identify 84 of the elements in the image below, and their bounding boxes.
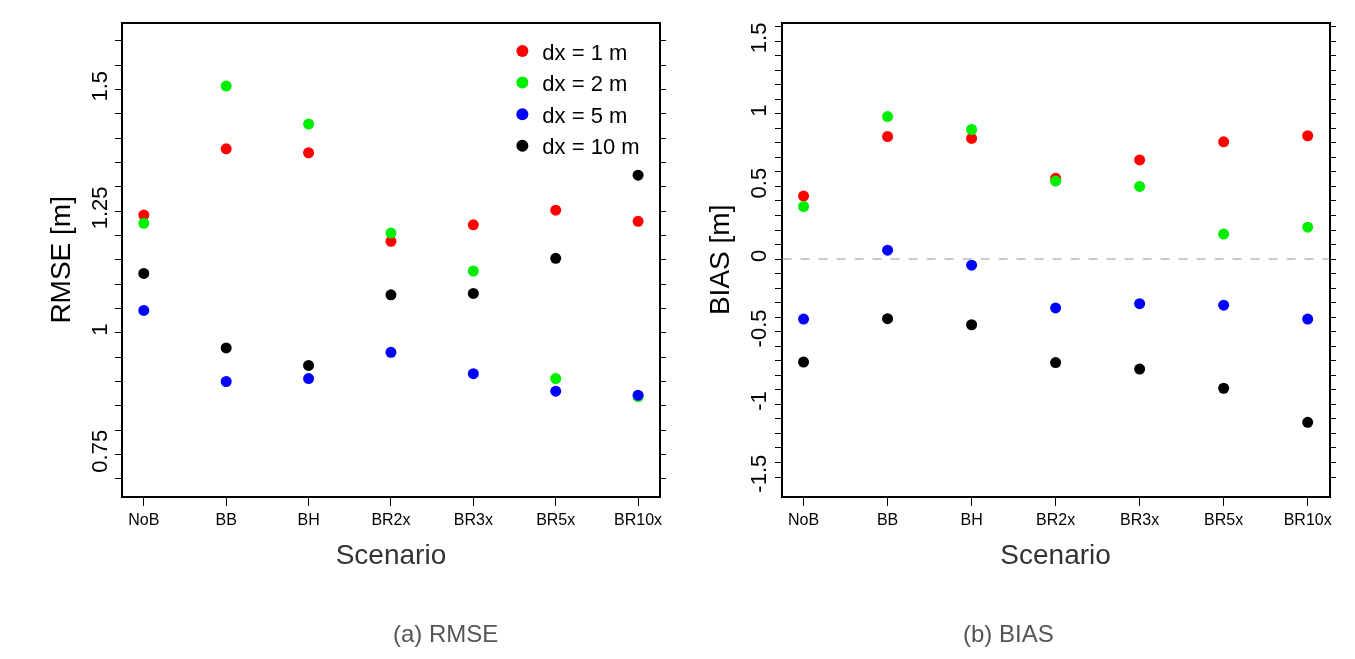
x-tick-label: BR10x: [1283, 510, 1332, 528]
point: [798, 313, 810, 325]
point: [385, 227, 397, 239]
point: [966, 124, 978, 136]
x-tick-label: BR5x: [1204, 510, 1244, 528]
y-tick-label: 0: [746, 249, 772, 262]
legend-label: dx = 5 m: [542, 102, 628, 128]
y-tick-label: 1.25: [86, 186, 112, 230]
point: [1302, 416, 1314, 428]
legend-label: dx = 2 m: [542, 71, 628, 97]
point: [882, 313, 894, 325]
x-axis-title: Scenario: [1000, 539, 1111, 571]
x-tick-label: BH: [297, 510, 320, 528]
point: [467, 219, 479, 231]
x-tick-label: BR2x: [371, 510, 411, 528]
point: [220, 376, 232, 387]
point: [1134, 298, 1146, 310]
point: [220, 80, 232, 92]
point: [882, 244, 894, 256]
y-tick-label: 0.75: [86, 429, 112, 473]
point: [798, 201, 810, 213]
point: [303, 373, 315, 385]
point: [798, 190, 810, 202]
point: [1134, 363, 1146, 375]
x-tick-label: NoB: [788, 510, 820, 528]
y-tick-label: 1.5: [86, 70, 112, 102]
x-tick-label: BR2x: [1036, 510, 1076, 528]
point: [966, 319, 978, 331]
point: [1134, 154, 1146, 166]
legend-label: dx = 10 m: [542, 134, 640, 160]
point: [1050, 302, 1062, 314]
point: [1134, 180, 1146, 192]
y-tick-label: 1.5: [746, 22, 772, 54]
point: [303, 359, 315, 371]
point: [220, 143, 232, 155]
point: [1302, 221, 1314, 233]
point: [1218, 228, 1230, 240]
x-tick-label: BR5x: [536, 510, 576, 528]
point: [550, 373, 562, 385]
point: [303, 118, 315, 130]
point: [550, 385, 562, 397]
y-tick-label: -1.5: [746, 454, 772, 493]
point: [138, 217, 150, 229]
point: [632, 215, 644, 227]
point: [385, 346, 397, 358]
point: [1218, 136, 1230, 148]
point: [220, 342, 232, 354]
point: [138, 267, 150, 279]
point: [467, 265, 479, 277]
point: [882, 130, 894, 142]
point: [467, 368, 479, 380]
text: (a) RMSE: [393, 620, 499, 647]
point: [1218, 299, 1230, 311]
x-tick-label: BH: [960, 510, 983, 528]
point: [467, 287, 479, 299]
y-axis-title: RMSE [m]: [44, 196, 76, 324]
point: [550, 252, 562, 264]
x-tick-label: BR3x: [453, 510, 493, 528]
point: [632, 169, 644, 181]
point: [966, 259, 978, 271]
y-tick-label: -0.5: [746, 309, 772, 348]
y-tick-label: 1: [746, 104, 772, 117]
y-axis-title: BIAS [m]: [704, 204, 736, 316]
legend-label: dx = 1 m: [542, 39, 628, 65]
y-tick-label: 0.5: [746, 167, 772, 199]
x-tick-label: BB: [876, 510, 899, 528]
point: [303, 147, 315, 159]
x-tick-label: BR10x: [614, 510, 663, 528]
y-tick-label: -1: [746, 391, 772, 411]
point: [1218, 382, 1230, 394]
point: [1302, 313, 1314, 325]
point: [882, 111, 894, 123]
point: [1302, 130, 1314, 142]
point: [1050, 357, 1062, 369]
y-tick-label: 1: [86, 323, 112, 336]
x-tick-label: BR3x: [1120, 510, 1160, 528]
text: (b) BIAS: [963, 620, 1054, 647]
x-axis-title: Scenario: [335, 539, 447, 571]
point: [385, 289, 397, 301]
x-tick-label: NoB: [128, 510, 160, 528]
x-tick-label: BB: [215, 510, 237, 528]
point: [550, 204, 562, 216]
point: [138, 304, 150, 316]
point: [798, 356, 810, 368]
